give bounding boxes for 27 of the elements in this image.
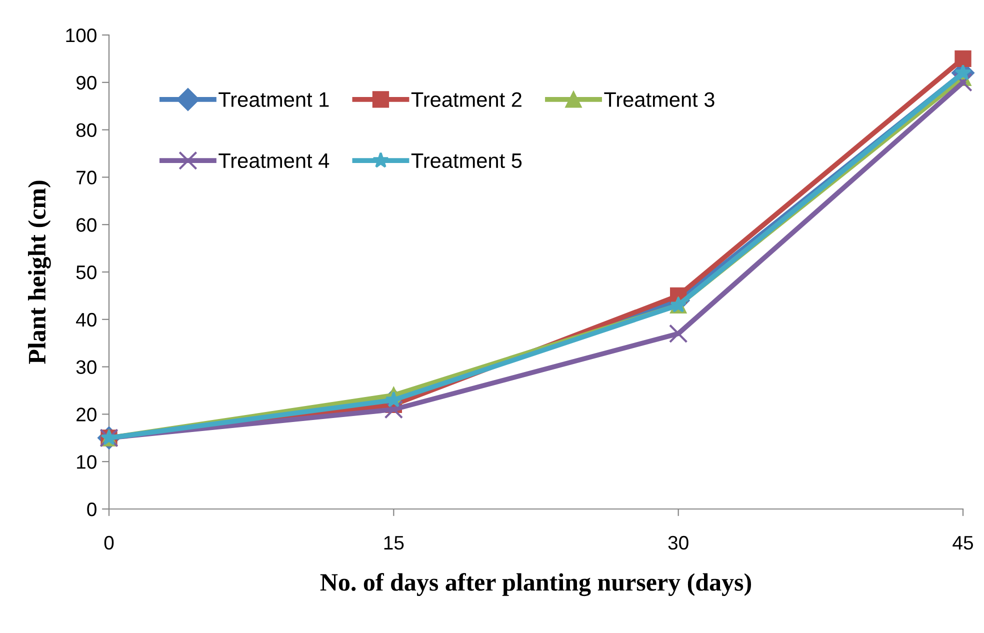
- point: [954, 50, 972, 68]
- x-axis-title: No. of days after planting nursery (days): [320, 572, 752, 596]
- x-tick-label: 30: [668, 536, 688, 550]
- y-tick-label: 40: [76, 312, 96, 327]
- point: [954, 64, 972, 80]
- y-tick-label: 20: [76, 408, 96, 422]
- y-tick-label: 60: [76, 218, 96, 232]
- y-axis-title: Plant height (cm): [28, 180, 51, 364]
- y-tick-label: 0: [87, 502, 96, 516]
- point: [954, 73, 972, 92]
- y-tick-label: 50: [76, 265, 96, 280]
- y-tick-label: 70: [76, 170, 96, 184]
- x-tick-label: 45: [952, 536, 973, 550]
- legend-label: Treatment 1: [218, 92, 329, 107]
- legend-label: Treatment 4: [218, 154, 330, 168]
- y-tick-label: 30: [76, 360, 96, 374]
- y-tick-label: 100: [66, 28, 96, 42]
- y-tick-label: 90: [76, 76, 96, 90]
- legend-label: Treatment 2: [411, 92, 522, 107]
- x-tick-label: 0: [104, 536, 114, 550]
- legend-label: Treatment 3: [604, 92, 714, 107]
- x-tick-label: 15: [384, 536, 404, 550]
- legend-label: Treatment 5: [411, 154, 522, 168]
- point: [384, 400, 404, 419]
- point: [668, 324, 688, 343]
- y-tick-label: 80: [76, 123, 96, 138]
- y-tick-label: 10: [77, 455, 96, 469]
